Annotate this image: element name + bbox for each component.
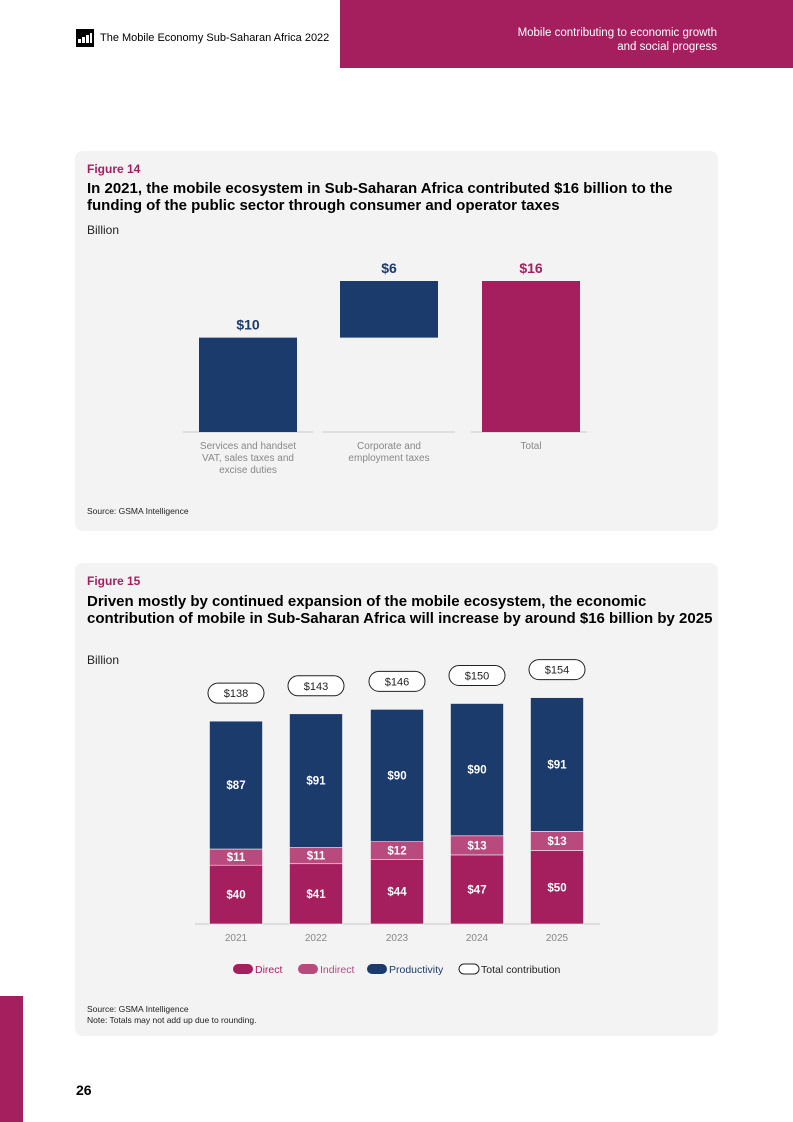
figure14-label: Figure 14 [87,162,141,176]
fig14-category-label: employment taxes [348,453,429,464]
fig15-legend-swatch [298,964,318,974]
figure15-note: Note: Totals may not add up due to round… [87,1015,257,1025]
figure14-panel: Figure 14 In 2021, the mobile ecosystem … [75,151,718,531]
fig15-year-label: 2023 [386,933,409,944]
fig15-legend-label: Total contribution [481,964,561,976]
fig15-value-label: $11 [227,852,246,864]
fig14-bar [199,337,297,432]
fig14-value-label: $6 [381,260,397,276]
fig15-bar-productivity [450,703,504,837]
fig14-category-label: excise duties [219,465,277,476]
fig15-year-label: 2022 [305,933,328,944]
fig15-total-label: $150 [465,671,489,683]
fig14-value-label: $16 [519,260,543,276]
fig15-value-label: $11 [307,851,326,863]
section-title-line2: and social progress [617,41,717,53]
fig15-value-label: $40 [226,890,245,902]
header-band [340,0,793,68]
fig15-value-label: $13 [467,840,486,852]
side-band [0,996,23,1122]
fig15-total-label: $138 [224,688,248,700]
fig15-legend-swatch [458,963,480,975]
fig14-value-label: $10 [236,317,260,333]
section-title-line1: Mobile contributing to economic growth [517,27,717,39]
figure14-unit: Billion [87,223,120,237]
fig15-value-label: $91 [306,776,326,788]
fig15-bar-productivity [289,713,343,848]
fig15-value-label: $13 [547,836,566,848]
fig14-category-label: VAT, sales taxes and [202,453,294,464]
fig15-total-label: $146 [385,676,409,688]
fig15-total-label: $154 [545,665,569,677]
fig14-category-label: Corporate and [357,441,421,452]
fig14-bar [482,281,580,432]
fig14-category-label: Services and handset [200,441,296,452]
fig15-legend-label: Direct [255,964,283,976]
fig15-year-label: 2024 [466,933,489,944]
figure15-unit: Billion [87,653,120,667]
fig15-total-label: $143 [304,681,328,693]
fig15-total-bubble [528,659,586,681]
fig15-value-label: $12 [387,846,406,858]
fig15-value-label: $47 [467,884,486,896]
figure15-chart: $40 $11 $87 $138 2021 $41 $11 $91 $143 2022 $44 $12… [195,659,600,976]
page-number: 26 [76,1082,92,1098]
fig15-legend-label: Indirect [320,964,355,976]
figure14-title: In 2021, the mobile ecosystem in Sub-Sah… [87,180,673,214]
fig15-bar-direct [530,850,584,925]
fig15-value-label: $41 [306,889,326,901]
section-title: Mobile contributing to economic growth a… [387,26,717,54]
fig15-year-label: 2021 [225,933,248,944]
fig15-value-label: $50 [547,882,566,894]
publication-title: The Mobile Economy Sub-Saharan Africa 20… [100,32,330,44]
fig14-category-label: Total [520,441,541,452]
fig15-legend-swatch [367,964,387,974]
fig14-bar [340,281,438,338]
fig15-total-bubble [287,675,345,697]
fig15-legend-swatch [233,964,253,974]
fig15-bar-productivity [209,720,263,850]
figure15-source: Source: GSMA Intelligence [87,1004,189,1014]
fig15-total-bubble [448,665,506,686]
figure15-source-block: Source: GSMA Intelligence Note: Totals m… [87,1004,257,1026]
fig15-value-label: $44 [387,887,407,899]
fig15-value-label: $90 [387,771,406,783]
fig15-bar-productivity [370,709,424,842]
figure14-source: Source: GSMA Intelligence [87,506,189,516]
fig15-value-label: $90 [467,765,486,777]
fig15-year-label: 2025 [546,933,569,944]
fig15-value-label: $87 [226,780,245,792]
fig15-total-bubble [368,670,426,692]
fig15-value-label: $91 [547,760,567,772]
gsma-logo-icon [76,29,94,47]
fig15-legend-label: Productivity [389,964,444,976]
figure15-panel: Figure 15 Driven mostly by continued exp… [75,563,718,1036]
fig15-bar-direct [370,859,424,925]
fig15-bar-productivity [530,697,584,832]
figure15-label: Figure 15 [87,574,141,588]
fig15-bar-direct [209,864,263,925]
figure15-title: Driven mostly by continued expansion of … [87,593,713,627]
fig15-total-bubble [207,682,265,704]
